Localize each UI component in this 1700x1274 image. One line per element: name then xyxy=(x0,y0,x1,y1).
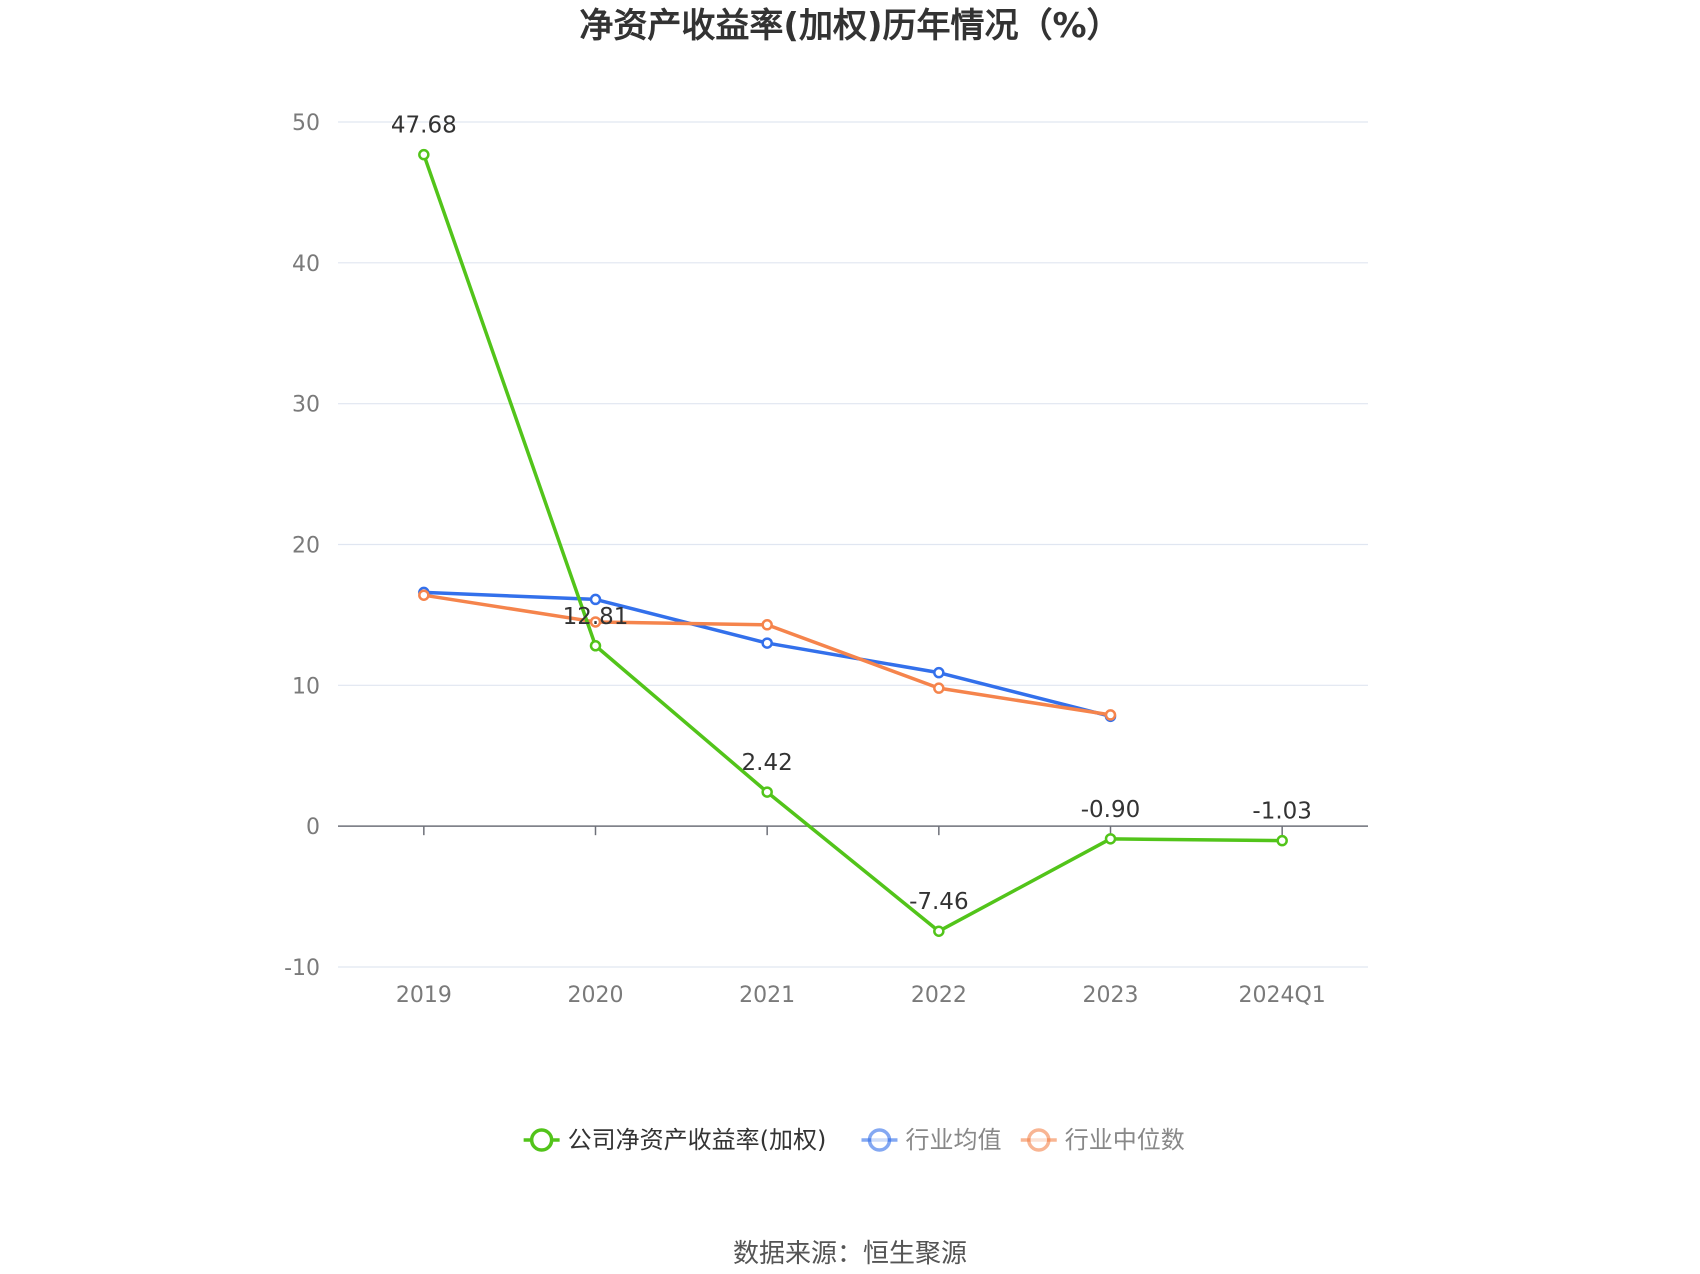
data-point xyxy=(589,616,602,628)
legend-circle-marker xyxy=(1027,1128,1051,1152)
data-point xyxy=(933,682,945,694)
data-point xyxy=(589,640,602,652)
data-label: 2.42 xyxy=(742,750,793,776)
x-tick-label: 2021 xyxy=(739,983,795,1008)
x-tick-label: 2023 xyxy=(1083,983,1139,1008)
x-tick-label: 2020 xyxy=(568,983,624,1008)
x-tick-label: 2022 xyxy=(911,983,967,1008)
data-point xyxy=(933,666,945,679)
y-tick-label: 50 xyxy=(292,111,320,136)
legend-item[interactable]: 公司净资产收益率(加权) xyxy=(523,1126,827,1154)
y-tick-label: 0 xyxy=(306,815,320,840)
data-point xyxy=(933,925,945,937)
data-label: 12.81 xyxy=(563,604,629,630)
legend-label: 行业均值 xyxy=(905,1126,1001,1154)
series-layer xyxy=(418,148,1288,937)
data-label: -7.46 xyxy=(909,889,969,915)
y-tick-label: 20 xyxy=(292,534,320,559)
data-source-note: 数据来源：恒生聚源 xyxy=(733,1239,967,1269)
legend-item[interactable]: 行业均值 xyxy=(861,1126,1001,1154)
legend-circle-marker xyxy=(529,1128,554,1152)
y-tick-label: 10 xyxy=(292,674,320,699)
legend-label: 公司净资产收益率(加权) xyxy=(568,1126,827,1154)
legend-circle-marker xyxy=(867,1128,892,1152)
chart-title: 净资产收益率(加权)历年情况（%） xyxy=(579,6,1120,46)
data-point xyxy=(761,637,773,649)
data-label-layer: 47.68 12.81 2.42 -7.46 -0.90 -1.03 xyxy=(391,113,1312,916)
data-point xyxy=(761,786,773,798)
data-point xyxy=(761,619,773,631)
y-tick-label: -10 xyxy=(284,956,320,981)
series-line xyxy=(422,154,1283,933)
x-tick-label: 2019 xyxy=(396,983,452,1008)
y-tick-label: 40 xyxy=(292,252,320,277)
data-label: 47.68 xyxy=(391,113,457,139)
data-label: -0.90 xyxy=(1081,797,1141,823)
legend: 公司净资产收益率(加权) 行业均值 行业中位数 xyxy=(523,1126,1185,1154)
data-point xyxy=(418,148,430,161)
y-tick-label: 30 xyxy=(292,393,320,418)
series-line xyxy=(423,593,1111,717)
data-point xyxy=(1104,833,1117,845)
x-tick-label: 2024Q1 xyxy=(1239,983,1326,1008)
data-point xyxy=(1104,709,1117,721)
legend-item[interactable]: 行业中位数 xyxy=(1020,1126,1185,1154)
data-point xyxy=(418,589,430,601)
data-point xyxy=(1276,834,1288,847)
axis-layer: -10 0 10 20 30 40 50 2019 2020 2021 2022 2023 2024Q1 xyxy=(284,111,1368,1008)
data-point xyxy=(589,593,602,606)
legend-label: 行业中位数 xyxy=(1065,1126,1185,1154)
data-label: -1.03 xyxy=(1252,799,1312,825)
